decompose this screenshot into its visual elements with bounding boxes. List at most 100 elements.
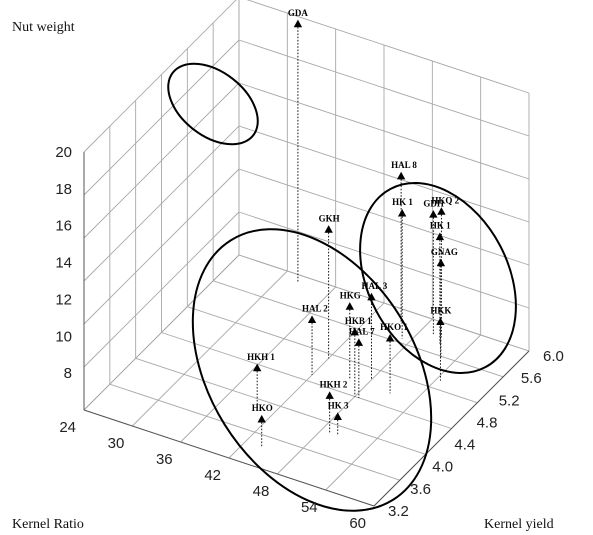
point-label: HKG [340,290,361,300]
floor-gridline [213,280,504,378]
x-axis-line [83,409,375,507]
x-axis-title: Kernel Ratio [12,517,84,532]
z-tick-label: 14 [55,255,72,272]
x-tick-label: 30 [108,435,125,452]
point-label: HAL 8 [391,160,417,170]
left-wall-gridline [83,0,237,153]
data-point: HAL 8 [391,160,417,324]
data-point: HAL 2 [302,304,328,375]
point-marker [397,208,407,217]
cluster-ellipse-1 [167,62,259,146]
point-label: HAL 3 [361,281,387,291]
axis-ticks: 8 10 12 14 16 18 20 24 30 36 42 48 54 60 3.23.64.04.44… [55,144,564,532]
y-axis-line [373,350,530,507]
data-point: HKH 2 [320,380,348,433]
x-tick-label: 24 [59,419,76,436]
point-marker [396,171,406,180]
y-tick-label: 3.6 [410,481,431,498]
point-label: GDH [423,198,444,208]
point-marker [367,292,376,301]
y-axis-title: Kernel yield [484,517,554,532]
data-point: HKQ 2 [431,195,460,337]
z-tick-label: 12 [55,291,72,308]
data-point: HKH 1 [247,352,275,409]
point-marker [350,327,360,336]
data-point: GNAG [431,247,458,359]
point-label: GDA [288,8,309,18]
data-point: HKO [252,403,273,447]
point-marker [252,363,262,372]
y-tick-label: 4.4 [454,437,475,454]
point-marker [429,210,438,218]
data-point: GDH [423,198,444,335]
data-point: HK 1 [392,197,413,339]
point-marker [324,225,333,233]
x-tick-label: 60 [349,515,366,532]
point-label: HK 1 [392,197,413,207]
x-tick-label: 48 [253,483,270,500]
z-axis-title: Nut weight [12,20,75,35]
x-tick-label: 36 [156,451,173,468]
point-marker [293,19,303,28]
left-wall-gridline [83,39,240,196]
point-label: HKO 1 [380,322,408,332]
back-wall-gridline [238,39,530,137]
floor-gridline [161,332,452,429]
y-tick-label: 6.0 [543,348,564,365]
z-tick-label: 8 [64,365,72,382]
point-label: HKO [252,403,273,413]
point-label: HKK [430,306,451,316]
data-point: GDA [288,8,309,282]
data-point: HKG [340,290,361,381]
point-marker [307,315,317,324]
point-marker [345,302,354,310]
point-label: GKH [319,213,340,223]
point-marker [385,333,395,342]
point-label: GNAG [431,247,458,257]
point-marker [257,414,266,423]
point-label: HKH 1 [247,352,275,362]
x-tick-label: 42 [204,467,221,484]
point-marker [436,258,446,267]
y-tick-label: 5.6 [521,370,542,387]
cluster-ellipses [167,62,517,512]
point-marker [325,391,334,399]
point-marker [437,207,446,215]
point-marker [333,412,342,420]
data-point: HAL 3 [361,281,388,380]
point-marker [354,338,364,346]
z-tick-label: 20 [55,144,72,161]
cluster-ellipse-3 [359,181,517,375]
data-point: HKB 1 [345,316,372,397]
point-label: HAL 7 [349,327,375,337]
y-tick-label: 4.8 [477,414,498,431]
point-label: HK 1 [430,221,451,231]
floor-gridline [238,254,530,352]
data-point: HK 3 [328,401,349,436]
point-label: HAL 2 [302,304,328,314]
data-point: GKH [319,213,340,359]
cluster-ellipse-2 [191,228,433,512]
chart-grid [83,0,530,507]
data-point: HK 1 [430,221,451,344]
z-tick-label: 16 [55,218,72,235]
point-label: HKH 2 [320,380,348,390]
y-tick-label: 3.2 [388,503,409,520]
z-tick-label: 18 [55,181,72,198]
data-point: HKK [430,306,451,381]
z-tick-label: 10 [55,328,72,345]
point-marker [435,232,445,241]
y-tick-label: 4.0 [432,459,453,476]
x-tick-label: 54 [301,499,318,516]
point-label: HKB 1 [345,316,372,326]
back-wall-gridline [246,0,530,94]
data-point: HAL 7 [349,327,375,398]
point-marker [436,317,445,326]
data-point: HKO 1 [380,322,408,394]
point-label: HKQ 2 [431,195,459,205]
point-label: HK 3 [328,401,349,411]
y-tick-label: 5.2 [499,392,520,409]
floor-gridline [325,334,481,491]
